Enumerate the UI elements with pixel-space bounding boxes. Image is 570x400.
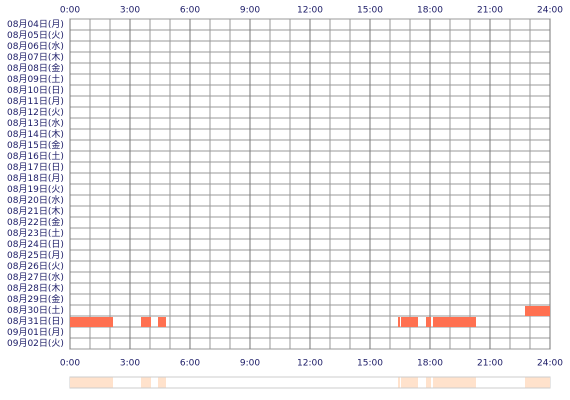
row-label: 08月10日(日)	[7, 85, 64, 96]
interval-bar	[525, 306, 550, 316]
row-label: 08月22日(金)	[7, 216, 64, 228]
interval-bar	[433, 317, 476, 327]
x-tick-label-top: 18:00	[417, 6, 443, 16]
summary-bar	[525, 377, 550, 388]
row-label: 08月07日(木)	[7, 51, 64, 63]
interval-bar	[398, 317, 400, 327]
x-tick-label-top: 9:00	[240, 6, 260, 16]
x-tick-label-bottom: 0:00	[60, 359, 80, 369]
x-tick-label-bottom: 9:00	[240, 359, 260, 369]
summary-bar	[141, 377, 151, 388]
row-label: 08月16日(土)	[7, 150, 64, 162]
row-label: 08月12日(火)	[7, 107, 64, 118]
x-tick-label-bottom: 21:00	[477, 359, 503, 369]
row-label: 08月29日(金)	[7, 293, 64, 305]
summary-bar	[426, 377, 431, 388]
x-tick-label-top: 21:00	[477, 6, 503, 16]
interval-bar	[141, 317, 151, 327]
row-label: 08月09日(土)	[7, 73, 64, 85]
row-label: 08月18日(月)	[7, 173, 64, 184]
x-tick-label-top: 12:00	[297, 6, 323, 16]
x-tick-label-top: 6:00	[180, 6, 200, 16]
row-label: 08月20日(水)	[7, 194, 64, 206]
row-label: 08月19日(火)	[7, 184, 64, 195]
row-label: 08月31日(日)	[7, 316, 64, 327]
x-tick-label-bottom: 15:00	[357, 359, 383, 369]
row-label: 08月26日(火)	[7, 261, 64, 272]
row-label: 08月21日(木)	[7, 205, 64, 217]
x-tick-label-top: 15:00	[357, 6, 383, 16]
interval-bar	[70, 317, 113, 327]
row-label: 08月24日(日)	[7, 239, 64, 250]
x-tick-label-bottom: 3:00	[120, 359, 140, 369]
row-label: 08月05日(火)	[7, 30, 64, 41]
row-label: 09月01日(月)	[7, 327, 64, 338]
row-label: 08月13日(水)	[7, 117, 64, 129]
row-label: 08月11日(月)	[7, 96, 64, 107]
row-label: 08月15日(金)	[7, 139, 64, 151]
row-label: 08月27日(水)	[7, 271, 64, 283]
x-tick-label-top: 3:00	[120, 6, 140, 16]
row-label: 08月06日(水)	[7, 40, 64, 52]
row-label: 08月23日(土)	[7, 227, 64, 239]
summary-bar	[398, 377, 400, 388]
interval-bar	[401, 317, 418, 327]
summary-bar	[433, 377, 476, 388]
x-tick-label-bottom: 6:00	[180, 359, 200, 369]
row-label: 08月14日(木)	[7, 128, 64, 140]
x-tick-label-top: 24:00	[537, 6, 563, 16]
row-label: 08月25日(月)	[7, 250, 64, 261]
row-label: 09月02日(火)	[7, 338, 64, 349]
x-tick-label-top: 0:00	[60, 6, 80, 16]
interval-bar	[426, 317, 431, 327]
interval-bar	[158, 317, 166, 327]
summary-bar	[401, 377, 418, 388]
x-tick-label-bottom: 18:00	[417, 359, 443, 369]
x-tick-label-bottom: 24:00	[537, 359, 563, 369]
row-label: 08月04日(月)	[7, 19, 64, 30]
x-tick-label-bottom: 12:00	[297, 359, 323, 369]
row-label: 08月17日(日)	[7, 162, 64, 173]
summary-bar	[70, 377, 113, 388]
row-label: 08月08日(金)	[7, 62, 64, 74]
row-label: 08月30日(土)	[7, 304, 64, 316]
row-label: 08月28日(木)	[7, 282, 64, 294]
summary-bar	[158, 377, 166, 388]
